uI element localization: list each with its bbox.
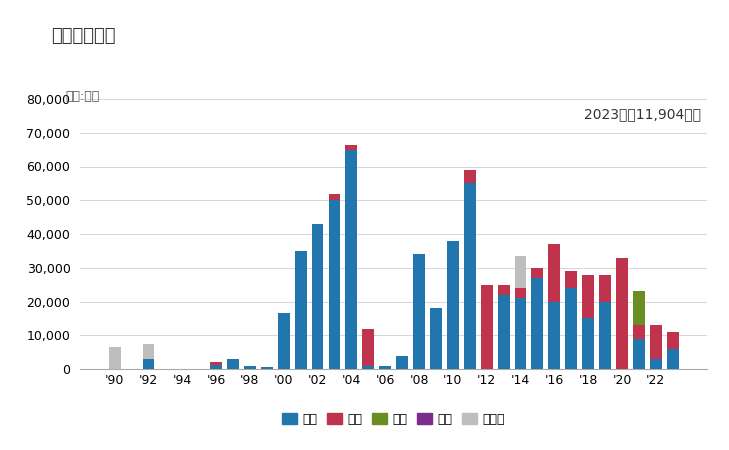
Bar [582, 319, 594, 369]
Bar [210, 362, 222, 365]
Bar [227, 359, 239, 369]
Bar [244, 365, 256, 369]
Bar [515, 256, 526, 288]
Bar [650, 359, 662, 369]
Bar [599, 302, 611, 369]
Bar [329, 200, 340, 369]
Bar [515, 298, 526, 369]
Bar [311, 224, 324, 369]
Text: 輸出量の推移: 輸出量の推移 [51, 27, 115, 45]
Text: 単位:トン: 単位:トン [66, 90, 100, 103]
Bar [531, 268, 543, 278]
Bar [396, 356, 408, 369]
Bar [667, 349, 679, 369]
Bar [650, 325, 662, 359]
Bar [346, 149, 357, 369]
Bar [464, 170, 476, 184]
Bar [633, 325, 645, 339]
Bar [599, 274, 611, 302]
Bar [413, 254, 425, 369]
Bar [464, 184, 476, 369]
Bar [142, 344, 155, 359]
Bar [346, 144, 357, 149]
Bar [278, 313, 289, 369]
Bar [362, 365, 374, 369]
Bar [362, 328, 374, 365]
Bar [210, 365, 222, 369]
Bar [480, 285, 493, 369]
Bar [565, 271, 577, 288]
Bar [633, 292, 645, 325]
Bar [329, 194, 340, 200]
Bar [109, 347, 120, 369]
Bar [379, 366, 391, 369]
Bar [548, 244, 561, 302]
Bar [582, 274, 594, 319]
Bar [498, 295, 510, 369]
Bar [447, 241, 459, 369]
Bar [498, 285, 510, 295]
Bar [261, 367, 273, 369]
Bar [633, 339, 645, 369]
Text: 2023年：11,904トン: 2023年：11,904トン [584, 107, 701, 121]
Bar [667, 332, 679, 349]
Bar [295, 251, 307, 369]
Legend: 韓国, 中国, 台湾, タイ, その他: 韓国, 中国, 台湾, タイ, その他 [278, 408, 510, 431]
Bar [616, 257, 628, 369]
Bar [548, 302, 561, 369]
Bar [565, 288, 577, 369]
Bar [142, 359, 155, 369]
Bar [515, 288, 526, 298]
Bar [531, 278, 543, 369]
Bar [430, 308, 442, 369]
